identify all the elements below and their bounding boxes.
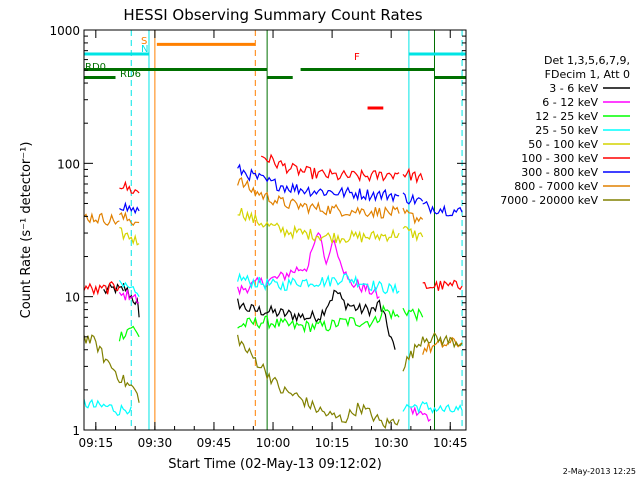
series-line [422, 331, 463, 349]
x-axis-label: Start Time (02-May-13 09:12:02) [168, 457, 382, 472]
series-line [118, 279, 140, 297]
series-2 [118, 231, 431, 423]
plot-frame [83, 29, 467, 431]
series-line [237, 289, 396, 350]
series-line [119, 226, 140, 246]
series-line [237, 207, 400, 245]
status-label-f: F [354, 52, 360, 63]
y-tick-label: 100 [57, 157, 80, 171]
chart-title: HESSI Observing Summary Count Rates [123, 6, 422, 24]
footer-timestamp: 2-May-2013 12:25 [563, 467, 636, 476]
series-4 [84, 272, 463, 417]
x-tick-label: 10:15 [315, 436, 350, 450]
series-7 [119, 163, 463, 217]
y-axis-label: Count Rate (s⁻¹ detector⁻¹) [19, 142, 34, 319]
series-line [402, 207, 424, 225]
legend-label: 3 - 6 keV [549, 82, 598, 95]
x-tick-label: 09:30 [138, 436, 173, 450]
legend-label: 7000 - 20000 keV [500, 194, 598, 207]
series-line [237, 304, 400, 334]
axes: 09:15 09:30 09:45 10:00 10:15 10:30 10:45 1 10 10… [49, 24, 467, 450]
legend-header-line-2: FDecim 1, Att 0 [545, 68, 630, 81]
series-1 [103, 282, 396, 350]
series-9 [84, 331, 463, 429]
legend-label: 6 - 12 keV [542, 96, 598, 109]
legend-label: 12 - 25 keV [535, 110, 598, 123]
series-line [84, 280, 120, 296]
series-line [402, 167, 424, 185]
status-label-n: N [141, 44, 148, 55]
x-tick-label: 09:15 [79, 436, 114, 450]
status-label-rd0: RD0 [85, 62, 106, 73]
legend: Det 1,3,5,6,7,9, FDecim 1, Att 0 3 - 6 k… [500, 54, 630, 207]
series-line [237, 177, 400, 219]
legend-label: 25 - 50 keV [535, 124, 598, 137]
series-line [119, 201, 140, 215]
legend-label: 800 - 7000 keV [514, 180, 598, 193]
series-line [402, 192, 424, 206]
series-5 [119, 207, 424, 246]
x-tick-label: 10:00 [256, 436, 291, 450]
series-line [237, 163, 400, 203]
status-label-s: S [141, 36, 147, 47]
series-line [402, 307, 424, 323]
series-line [118, 289, 140, 304]
series-line [237, 231, 380, 300]
status-label-rd6: RD6 [120, 69, 141, 80]
series-line [402, 401, 463, 415]
series-line [402, 336, 424, 372]
series-line [260, 153, 400, 183]
series-line [422, 200, 463, 217]
series-line [237, 272, 400, 295]
x-tick-label: 10:45 [433, 436, 468, 450]
plot-area: SN F RD0 RD6 [84, 30, 466, 430]
series-line [410, 406, 431, 423]
plot-content [84, 30, 466, 430]
series-6 [84, 153, 463, 296]
series-3 [118, 304, 424, 342]
legend-header-line-1: Det 1,3,5,6,7,9, [544, 54, 630, 67]
x-tick-label: 10:30 [374, 436, 409, 450]
y-tick-label: 10 [65, 291, 80, 305]
y-tick-label: 1000 [49, 24, 80, 38]
series-line [84, 334, 140, 403]
series-line [84, 212, 120, 226]
series-line [119, 180, 140, 194]
series-line [402, 225, 424, 243]
legend-label: 300 - 800 keV [521, 166, 598, 179]
series-8 [84, 177, 463, 355]
legend-label: 50 - 100 keV [528, 138, 598, 151]
series-line [422, 279, 463, 291]
series-line [237, 334, 400, 429]
x-tick-label: 09:45 [197, 436, 232, 450]
series-line [84, 398, 132, 417]
legend-label: 100 - 300 keV [521, 152, 598, 165]
series-line [119, 211, 140, 227]
y-tick-label: 1 [72, 424, 80, 438]
series-line [118, 325, 140, 342]
